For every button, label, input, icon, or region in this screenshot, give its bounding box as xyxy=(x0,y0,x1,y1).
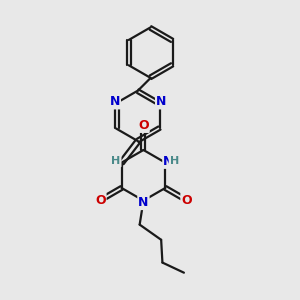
Text: N: N xyxy=(110,95,120,108)
Text: H: H xyxy=(169,156,179,167)
Text: O: O xyxy=(95,194,106,207)
Text: H: H xyxy=(111,156,121,167)
Text: N: N xyxy=(163,155,174,168)
Text: N: N xyxy=(156,95,166,108)
Text: N: N xyxy=(138,196,148,209)
Text: O: O xyxy=(138,119,149,132)
Text: O: O xyxy=(181,194,192,207)
